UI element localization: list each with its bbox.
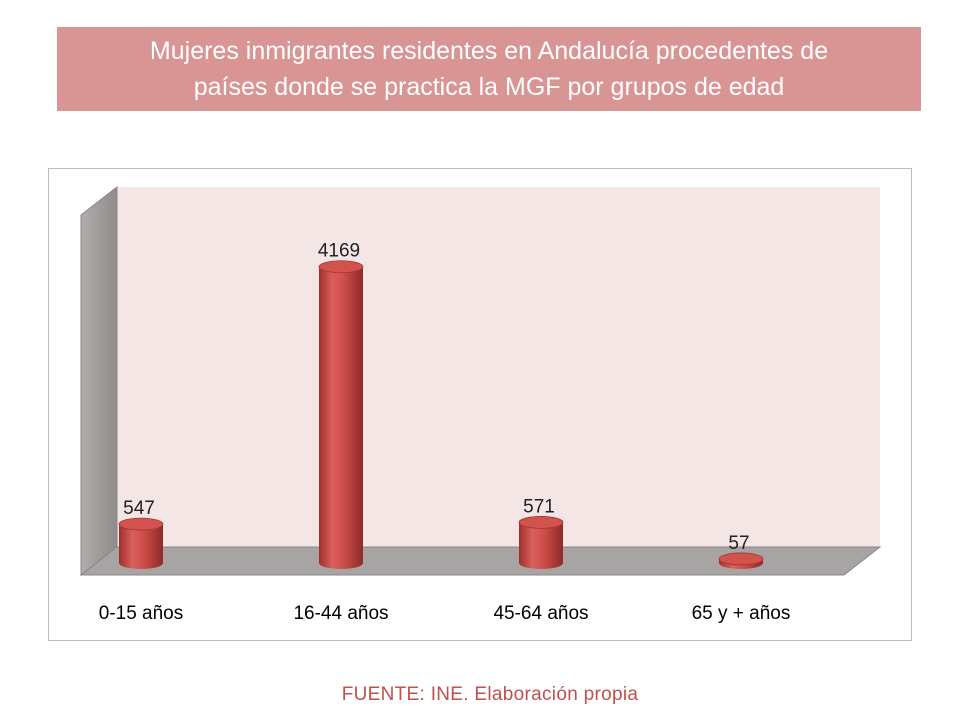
bar-body bbox=[119, 524, 163, 569]
bar-top bbox=[318, 260, 364, 274]
bar-series bbox=[118, 260, 764, 569]
back-wall bbox=[117, 187, 880, 547]
bar-1 bbox=[118, 517, 164, 569]
bar-top bbox=[718, 552, 764, 566]
side-wall bbox=[80, 185, 118, 577]
bar-body bbox=[519, 522, 563, 569]
bar-body bbox=[319, 266, 363, 569]
x-tick-label: 0-15 años bbox=[99, 603, 184, 624]
bar-4 bbox=[718, 552, 764, 569]
data-label: 547 bbox=[123, 498, 155, 519]
chart-floor bbox=[79, 546, 882, 576]
title-banner: Mujeres inmigrantes residentes en Andalu… bbox=[57, 27, 921, 111]
chart-title: Mujeres inmigrantes residentes en Andalu… bbox=[149, 37, 829, 101]
chart-frame: 547 0-15 años 4169 16-44 años 571 45-64 años 5… bbox=[48, 168, 912, 641]
x-tick-label: 45-64 años bbox=[493, 603, 588, 624]
bar-3 bbox=[518, 516, 564, 569]
source-note: FUENTE: INE. Elaboración propia bbox=[341, 684, 639, 705]
x-tick-label: 65 y + años bbox=[692, 603, 791, 624]
bar-2 bbox=[318, 260, 364, 569]
data-label: 57 bbox=[728, 533, 749, 554]
bar-top bbox=[518, 516, 564, 529]
data-label: 4169 bbox=[318, 241, 360, 262]
bar-top bbox=[118, 517, 164, 531]
x-tick-label: 16-44 años bbox=[293, 603, 388, 624]
cylinder-bar-chart: 547 0-15 años 4169 16-44 años 571 45-64 años 5… bbox=[79, 185, 882, 624]
data-label: 571 bbox=[523, 496, 555, 517]
